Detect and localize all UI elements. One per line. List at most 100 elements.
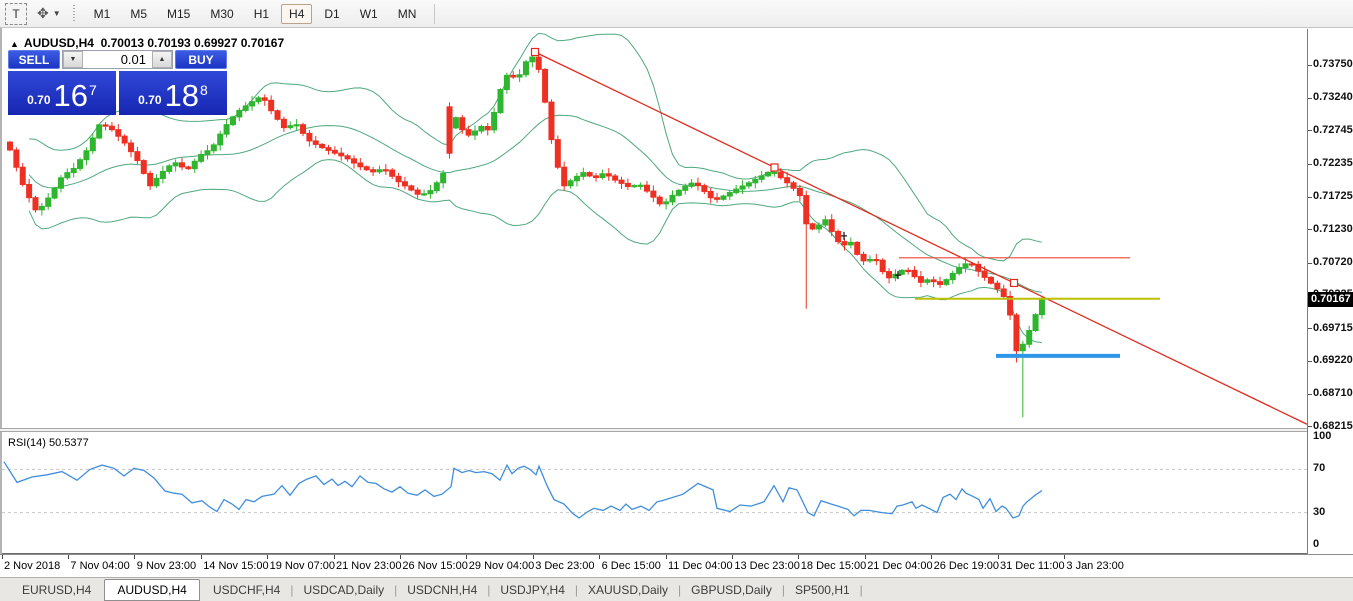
candle-body	[771, 171, 778, 174]
candle-body	[516, 74, 523, 78]
candle-body	[382, 169, 389, 172]
candle-body	[344, 155, 351, 160]
sell-button[interactable]: SELL	[8, 50, 60, 69]
timeframe-button-d1[interactable]: D1	[316, 4, 347, 24]
toolbar-separator	[434, 3, 436, 24]
candle-body	[682, 185, 689, 191]
cross-marker[interactable]	[895, 271, 901, 280]
bollinger-lower-band	[28, 159, 1042, 344]
candle-body	[338, 152, 345, 157]
candle-body	[777, 171, 784, 179]
candle-body	[229, 116, 236, 126]
timeframe-button-mn[interactable]: MN	[390, 4, 425, 24]
candle-body	[440, 172, 447, 184]
chart-tab-gbpusd[interactable]: GBPUSD,Daily	[691, 582, 772, 597]
timeframe-button-h4[interactable]: H4	[281, 3, 313, 24]
candle-body	[166, 165, 173, 172]
oct-collapse-icon[interactable]: ▲	[10, 39, 19, 49]
time-axis-tick	[798, 555, 799, 559]
time-axis-label: 19 Nov 07:00	[269, 560, 336, 572]
chart-tab-usdjpy[interactable]: USDJPY,H4	[500, 582, 565, 597]
time-axis[interactable]: 2 Nov 2018 7 Nov 04:00 9 Nov 23:00 14 Nov 1…	[0, 554, 1353, 577]
buy-price-prefix: 0.70	[138, 93, 162, 107]
candle-body	[217, 133, 224, 146]
candle-body	[637, 184, 644, 187]
volume-decrease-button[interactable]: ▼	[63, 51, 83, 68]
candle-body	[363, 166, 370, 171]
timeframe-button-m15[interactable]: M15	[159, 4, 198, 24]
rsi-chart[interactable]	[2, 432, 1307, 553]
cross-marker[interactable]	[841, 231, 847, 240]
candle-body	[618, 179, 625, 184]
sell-price-display[interactable]: 0.70 16 7	[8, 71, 116, 115]
text-label-tool-icon[interactable]: T	[5, 2, 27, 25]
timeframe-button-w1[interactable]: W1	[352, 4, 386, 24]
timeframe-button-m30[interactable]: M30	[202, 4, 241, 24]
candle-body	[522, 61, 529, 76]
time-axis-tick	[68, 555, 69, 559]
candle-body	[854, 241, 861, 255]
chart-tab-usdcad[interactable]: USDCAD,Daily	[303, 582, 385, 597]
candle-body	[108, 125, 115, 131]
sell-price-point: 7	[89, 82, 97, 98]
price-axis-label: 0.71725	[1313, 190, 1353, 203]
candle-body	[707, 190, 714, 199]
candle-body	[841, 241, 848, 246]
candle-body	[1019, 343, 1026, 352]
price-axis[interactable]: 0.73750 0.73240 0.72745 0.72235 0.71725 0.712…	[1307, 29, 1353, 554]
candle-body	[981, 270, 988, 278]
buy-button[interactable]: BUY	[175, 50, 227, 69]
chart-tab-usdcnh[interactable]: USDCNH,H4	[407, 582, 478, 597]
volume-increase-button[interactable]: ▲	[152, 51, 172, 68]
candle-body	[529, 56, 536, 63]
window-border	[0, 28, 2, 577]
timeframe-button-h1[interactable]: H1	[246, 4, 277, 24]
candle-body	[102, 124, 109, 127]
time-axis-tick	[201, 555, 202, 559]
time-axis-label: 6 Dec 15:00	[601, 560, 661, 572]
trendline-anchor[interactable]	[770, 163, 779, 172]
rsi-axis-label: 0	[1313, 538, 1320, 550]
trendline-anchor[interactable]	[1009, 278, 1019, 288]
candle-body	[350, 158, 357, 164]
chart-tab-xauusd[interactable]: XAUUSD,Daily	[588, 582, 669, 597]
chart-tab-eurusd[interactable]: EURUSD,H4	[22, 582, 92, 597]
candle-body	[605, 173, 612, 177]
candle-body	[446, 106, 453, 154]
candle-body	[370, 169, 377, 173]
candle-body	[675, 189, 682, 196]
trendline-anchor[interactable]	[530, 47, 540, 57]
candle-body	[331, 149, 338, 154]
candle-body	[459, 117, 466, 131]
candle-body	[280, 118, 287, 129]
buy-price-display[interactable]: 0.70 18 8	[119, 71, 227, 115]
price-axis-tick	[1308, 229, 1312, 230]
candle-body	[1032, 314, 1039, 332]
chart-tab-audusd[interactable]: AUDUSD,H4	[104, 578, 200, 601]
price-axis-label: 0.72235	[1313, 157, 1353, 170]
chevron-down-icon[interactable]: ▼	[52, 9, 61, 18]
tab-divider: |	[781, 582, 785, 597]
trendline[interactable]	[534, 51, 1307, 425]
candle-body	[1026, 330, 1033, 345]
candle-body	[765, 171, 772, 177]
time-axis-label: 3 Jan 23:00	[1066, 560, 1124, 572]
timeframe-button-m5[interactable]: M5	[122, 4, 155, 24]
pane-splitter[interactable]	[0, 428, 1307, 432]
rsi-indicator-pane[interactable]	[2, 432, 1307, 554]
candle-body	[815, 224, 822, 230]
candlestick-chart[interactable]	[2, 29, 1307, 428]
candle-body	[128, 142, 135, 153]
toolbar-grip[interactable]	[72, 4, 75, 23]
price-axis-tick	[1308, 197, 1312, 198]
volume-input[interactable]: 0.01	[120, 52, 146, 67]
candle-body	[987, 276, 994, 284]
crosshair-tool-icon[interactable]: ✥	[37, 5, 49, 21]
chart-tab-usdchf[interactable]: USDCHF,H4	[212, 582, 281, 597]
candle-body	[1013, 314, 1020, 352]
sell-price-pips: 16	[53, 78, 89, 113]
chart-tab-sp500[interactable]: SP500,H1	[794, 582, 850, 597]
rsi-axis-label: 70	[1313, 462, 1326, 475]
rsi-line	[3, 461, 1043, 519]
timeframe-button-m1[interactable]: M1	[86, 4, 119, 24]
